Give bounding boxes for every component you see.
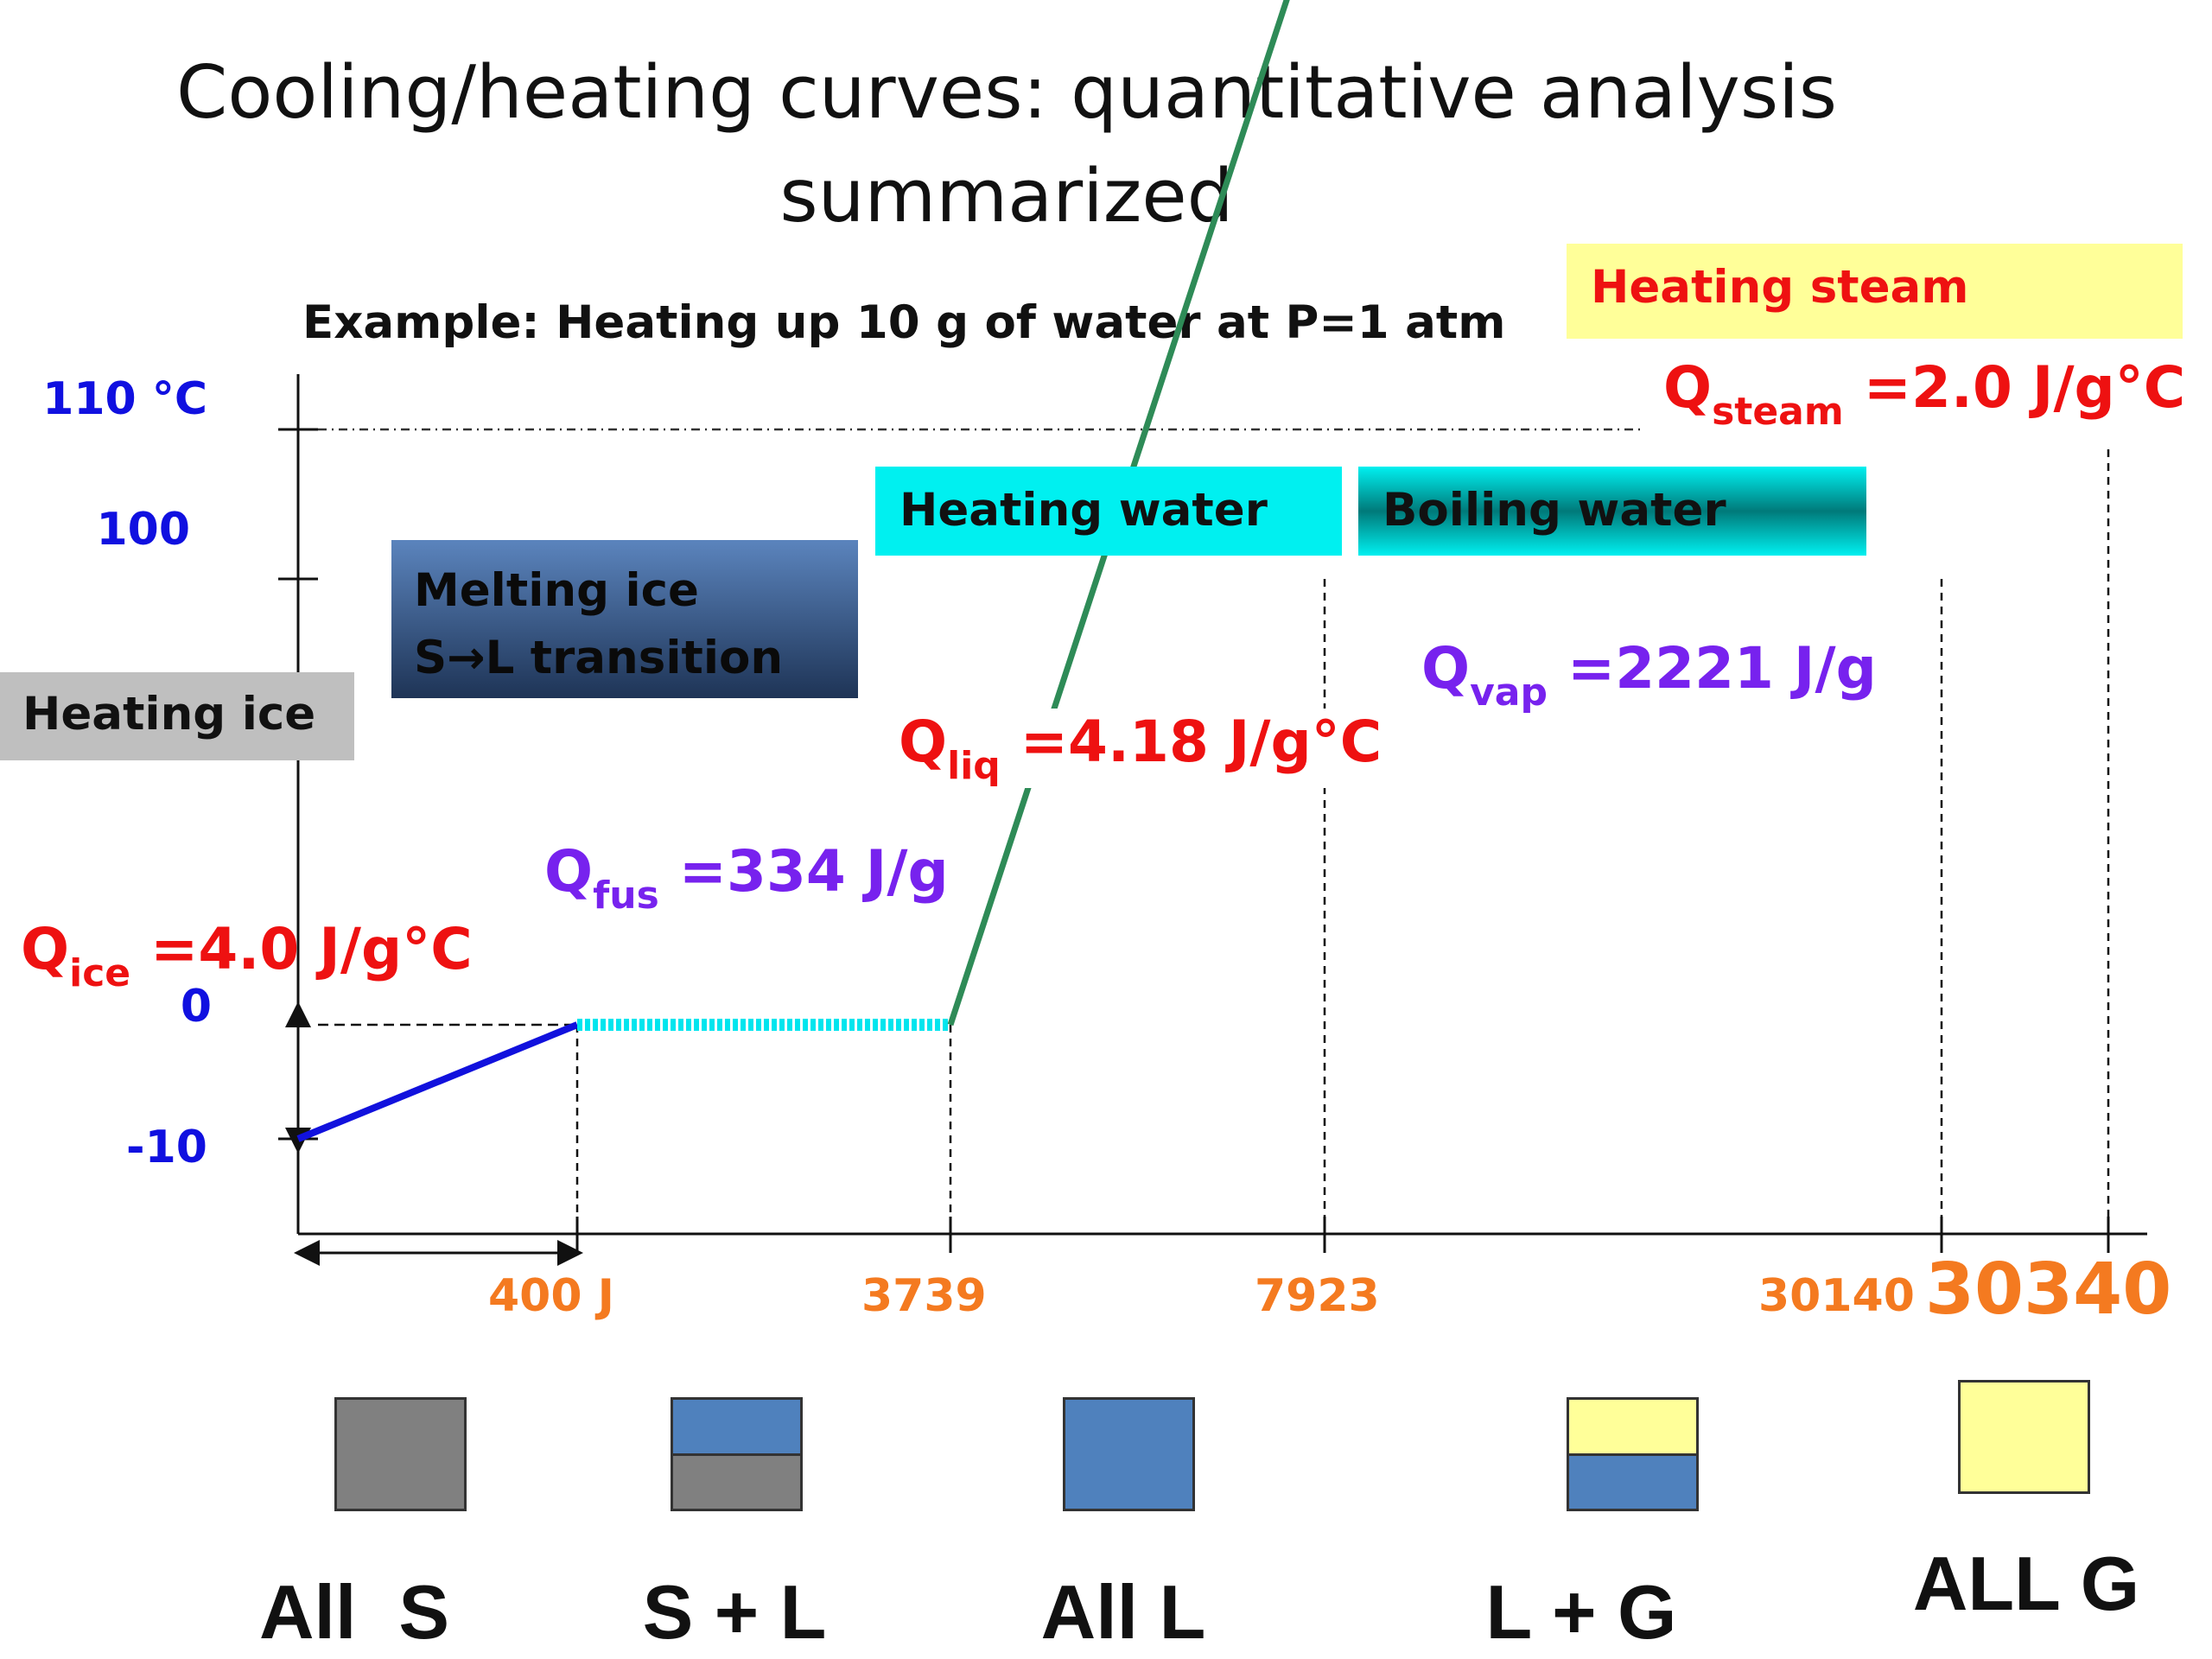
q-ice-value: =4.0 J/g°C (130, 916, 473, 982)
phase-label-all-g: ALL G (1912, 1541, 2140, 1626)
heating-steam-box: Heating steam (1567, 244, 2183, 339)
q-vap-sub: vap (1470, 671, 1548, 715)
q-fus-value: =334 J/g (658, 838, 949, 905)
y-tick-110: 110 °C (42, 373, 207, 425)
swatch-all-solid (334, 1397, 467, 1511)
q-fus-label: Qfus =334 J/g (544, 838, 949, 918)
q-steam-value: =2.0 J/g°C (1843, 354, 2186, 421)
boiling-water-box: Boiling water (1358, 467, 1866, 556)
swatch-liquid-gas (1567, 1397, 1699, 1511)
phase-label-all-s: All S (258, 1569, 450, 1655)
y-tick-0: 0 (180, 981, 212, 1033)
x-tick-30140: 30140 (1758, 1270, 1915, 1322)
phase-label-l-g: L + G (1485, 1569, 1677, 1655)
y-tick-100: 100 (96, 504, 190, 556)
segment-heating-ice (296, 1021, 579, 1142)
q-liq-value: =4.18 J/g°C (1000, 709, 1382, 775)
q-ice-sub: ice (69, 951, 131, 995)
q-fus-sub: fus (593, 874, 659, 918)
melting-ice-box: Melting ice S→L transition (391, 540, 858, 698)
example-subtitle: Example: Heating up 10 g of water at P=1… (302, 296, 1506, 349)
q-liq-symbol: Q (899, 709, 948, 775)
y-tick-minus10: -10 (126, 1122, 207, 1173)
x-tick-30340: 30340 (1925, 1249, 2172, 1331)
q-vap-symbol: Q (1421, 635, 1471, 702)
q-vap-value: =2221 J/g (1547, 635, 1877, 702)
q-ice-label: Qice =4.0 J/g°C (21, 916, 473, 995)
q-fus-symbol: Q (544, 838, 594, 905)
q-steam-symbol: Q (1663, 354, 1713, 421)
phase-label-all-l: All L (1040, 1569, 1206, 1655)
q-steam-sub: steam (1712, 390, 1844, 434)
swatch-liquid-gas-top (1569, 1400, 1696, 1456)
q-ice-symbol: Q (21, 916, 70, 982)
melting-ice-line2: S→L transition (414, 632, 784, 684)
swatch-all-liquid (1063, 1397, 1195, 1511)
melting-ice-line1: Melting ice (414, 564, 700, 617)
slide-title: Cooling/heating curves: quantitative ana… (175, 50, 1838, 239)
q-liq-label: Qliq =4.18 J/g°C (899, 709, 1382, 788)
x-tick-7923: 7923 (1255, 1270, 1380, 1322)
x-tick-400: 400 J (488, 1270, 614, 1322)
q-vap-label: Qvap =2221 J/g (1421, 635, 1877, 715)
heating-ice-box: Heating ice (0, 672, 354, 760)
swatch-solid-liquid (671, 1397, 803, 1511)
q-liq-sub: liq (947, 744, 1001, 788)
heating-water-box: Heating water (875, 467, 1342, 556)
swatch-all-gas (1958, 1380, 2090, 1494)
q-steam-label: Qsteam =2.0 J/g°C (1663, 354, 2186, 434)
phase-label-s-l: S + L (642, 1569, 827, 1655)
x-tick-3739: 3739 (861, 1270, 987, 1322)
segment-heating-water (947, 0, 1290, 1027)
swatch-solid-liquid-top (673, 1400, 800, 1456)
